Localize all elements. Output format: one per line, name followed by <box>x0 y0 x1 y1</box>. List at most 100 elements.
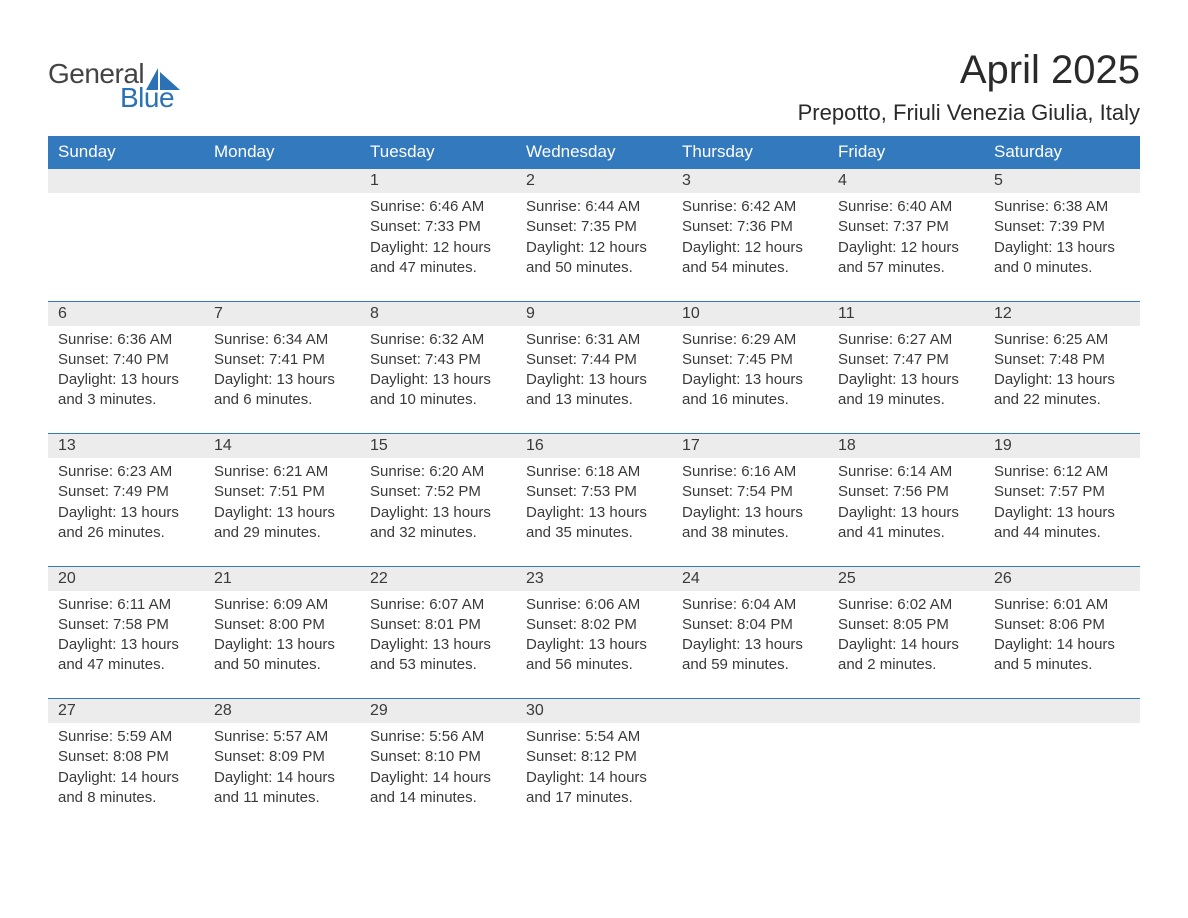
day-number-cell: 9 <box>516 301 672 326</box>
daylight-line: Daylight: 13 hours and 38 minutes. <box>682 503 818 544</box>
daylight-line: Daylight: 14 hours and 14 minutes. <box>370 768 506 809</box>
day-number-cell: 1 <box>360 169 516 194</box>
location-subtitle: Prepotto, Friuli Venezia Giulia, Italy <box>798 100 1140 126</box>
sunrise-line: Sunrise: 6:31 AM <box>526 330 662 350</box>
daylight-line: Daylight: 12 hours and 47 minutes. <box>370 238 506 279</box>
day-number-cell: 30 <box>516 699 672 724</box>
daylight-line: Daylight: 13 hours and 47 minutes. <box>58 635 194 676</box>
day-content-cell: Sunrise: 6:25 AMSunset: 7:48 PMDaylight:… <box>984 326 1140 434</box>
day-content-cell: Sunrise: 5:56 AMSunset: 8:10 PMDaylight:… <box>360 723 516 831</box>
sunset-line: Sunset: 7:44 PM <box>526 350 662 370</box>
sunrise-line: Sunrise: 6:38 AM <box>994 197 1130 217</box>
daylight-line: Daylight: 13 hours and 35 minutes. <box>526 503 662 544</box>
day-content-cell: Sunrise: 6:16 AMSunset: 7:54 PMDaylight:… <box>672 458 828 566</box>
day-number-cell: 6 <box>48 301 204 326</box>
daylight-line: Daylight: 14 hours and 17 minutes. <box>526 768 662 809</box>
daylight-line: Daylight: 14 hours and 2 minutes. <box>838 635 974 676</box>
sunset-line: Sunset: 7:53 PM <box>526 482 662 502</box>
day-content-cell: Sunrise: 6:31 AMSunset: 7:44 PMDaylight:… <box>516 326 672 434</box>
daylight-line: Daylight: 14 hours and 5 minutes. <box>994 635 1130 676</box>
day-content-cell: Sunrise: 6:32 AMSunset: 7:43 PMDaylight:… <box>360 326 516 434</box>
sunset-line: Sunset: 7:35 PM <box>526 217 662 237</box>
daylight-line: Daylight: 13 hours and 19 minutes. <box>838 370 974 411</box>
daylight-line: Daylight: 13 hours and 16 minutes. <box>682 370 818 411</box>
weekday-header: Monday <box>204 136 360 169</box>
title-block: April 2025 Prepotto, Friuli Venezia Giul… <box>798 48 1140 126</box>
day-content-cell: Sunrise: 6:12 AMSunset: 7:57 PMDaylight:… <box>984 458 1140 566</box>
day-content-cell <box>672 723 828 831</box>
sunset-line: Sunset: 7:37 PM <box>838 217 974 237</box>
sunset-line: Sunset: 8:02 PM <box>526 615 662 635</box>
daylight-line: Daylight: 13 hours and 3 minutes. <box>58 370 194 411</box>
sunrise-line: Sunrise: 6:04 AM <box>682 595 818 615</box>
sunset-line: Sunset: 7:40 PM <box>58 350 194 370</box>
sunrise-line: Sunrise: 6:36 AM <box>58 330 194 350</box>
sunrise-line: Sunrise: 6:44 AM <box>526 197 662 217</box>
day-number-cell: 22 <box>360 566 516 591</box>
day-number-cell: 28 <box>204 699 360 724</box>
day-number-row: 13141516171819 <box>48 434 1140 459</box>
day-content-cell: Sunrise: 6:21 AMSunset: 7:51 PMDaylight:… <box>204 458 360 566</box>
day-content-row: Sunrise: 6:46 AMSunset: 7:33 PMDaylight:… <box>48 193 1140 301</box>
sunset-line: Sunset: 7:51 PM <box>214 482 350 502</box>
day-number-cell: 18 <box>828 434 984 459</box>
day-content-cell: Sunrise: 6:29 AMSunset: 7:45 PMDaylight:… <box>672 326 828 434</box>
day-content-cell: Sunrise: 6:18 AMSunset: 7:53 PMDaylight:… <box>516 458 672 566</box>
day-content-cell: Sunrise: 6:46 AMSunset: 7:33 PMDaylight:… <box>360 193 516 301</box>
day-number-row: 6789101112 <box>48 301 1140 326</box>
day-number-cell: 16 <box>516 434 672 459</box>
sunset-line: Sunset: 8:01 PM <box>370 615 506 635</box>
sunset-line: Sunset: 7:56 PM <box>838 482 974 502</box>
day-number-row: 27282930 <box>48 699 1140 724</box>
day-content-cell: Sunrise: 6:06 AMSunset: 8:02 PMDaylight:… <box>516 591 672 699</box>
sunset-line: Sunset: 7:43 PM <box>370 350 506 370</box>
day-content-cell <box>48 193 204 301</box>
sunrise-line: Sunrise: 6:23 AM <box>58 462 194 482</box>
day-content-cell: Sunrise: 6:02 AMSunset: 8:05 PMDaylight:… <box>828 591 984 699</box>
day-content-row: Sunrise: 6:11 AMSunset: 7:58 PMDaylight:… <box>48 591 1140 699</box>
calendar-table: SundayMondayTuesdayWednesdayThursdayFrid… <box>48 136 1140 831</box>
day-number-cell: 8 <box>360 301 516 326</box>
day-number-cell <box>204 169 360 194</box>
day-number-cell: 10 <box>672 301 828 326</box>
sunrise-line: Sunrise: 6:09 AM <box>214 595 350 615</box>
day-number-cell: 26 <box>984 566 1140 591</box>
sunset-line: Sunset: 7:58 PM <box>58 615 194 635</box>
weekday-header: Wednesday <box>516 136 672 169</box>
sunset-line: Sunset: 8:05 PM <box>838 615 974 635</box>
daylight-line: Daylight: 13 hours and 26 minutes. <box>58 503 194 544</box>
weekday-header-row: SundayMondayTuesdayWednesdayThursdayFrid… <box>48 136 1140 169</box>
day-content-cell <box>828 723 984 831</box>
day-number-cell <box>48 169 204 194</box>
day-number-cell: 5 <box>984 169 1140 194</box>
day-number-row: 12345 <box>48 169 1140 194</box>
day-content-cell: Sunrise: 6:04 AMSunset: 8:04 PMDaylight:… <box>672 591 828 699</box>
daylight-line: Daylight: 14 hours and 11 minutes. <box>214 768 350 809</box>
sunrise-line: Sunrise: 6:14 AM <box>838 462 974 482</box>
sunset-line: Sunset: 7:41 PM <box>214 350 350 370</box>
sunset-line: Sunset: 7:48 PM <box>994 350 1130 370</box>
sunrise-line: Sunrise: 6:46 AM <box>370 197 506 217</box>
day-content-cell: Sunrise: 6:42 AMSunset: 7:36 PMDaylight:… <box>672 193 828 301</box>
day-content-cell: Sunrise: 6:20 AMSunset: 7:52 PMDaylight:… <box>360 458 516 566</box>
day-number-cell: 23 <box>516 566 672 591</box>
day-number-cell: 11 <box>828 301 984 326</box>
sunrise-line: Sunrise: 6:02 AM <box>838 595 974 615</box>
daylight-line: Daylight: 13 hours and 53 minutes. <box>370 635 506 676</box>
day-number-row: 20212223242526 <box>48 566 1140 591</box>
sunrise-line: Sunrise: 6:25 AM <box>994 330 1130 350</box>
day-content-cell <box>984 723 1140 831</box>
day-content-row: Sunrise: 6:36 AMSunset: 7:40 PMDaylight:… <box>48 326 1140 434</box>
sunrise-line: Sunrise: 6:34 AM <box>214 330 350 350</box>
sunrise-line: Sunrise: 6:29 AM <box>682 330 818 350</box>
day-number-cell: 14 <box>204 434 360 459</box>
sunset-line: Sunset: 8:12 PM <box>526 747 662 767</box>
daylight-line: Daylight: 13 hours and 22 minutes. <box>994 370 1130 411</box>
sunrise-line: Sunrise: 6:18 AM <box>526 462 662 482</box>
day-content-cell: Sunrise: 6:23 AMSunset: 7:49 PMDaylight:… <box>48 458 204 566</box>
sunrise-line: Sunrise: 6:11 AM <box>58 595 194 615</box>
logo-word-2: Blue <box>120 82 182 114</box>
weekday-header: Friday <box>828 136 984 169</box>
day-content-cell: Sunrise: 6:07 AMSunset: 8:01 PMDaylight:… <box>360 591 516 699</box>
day-number-cell <box>828 699 984 724</box>
